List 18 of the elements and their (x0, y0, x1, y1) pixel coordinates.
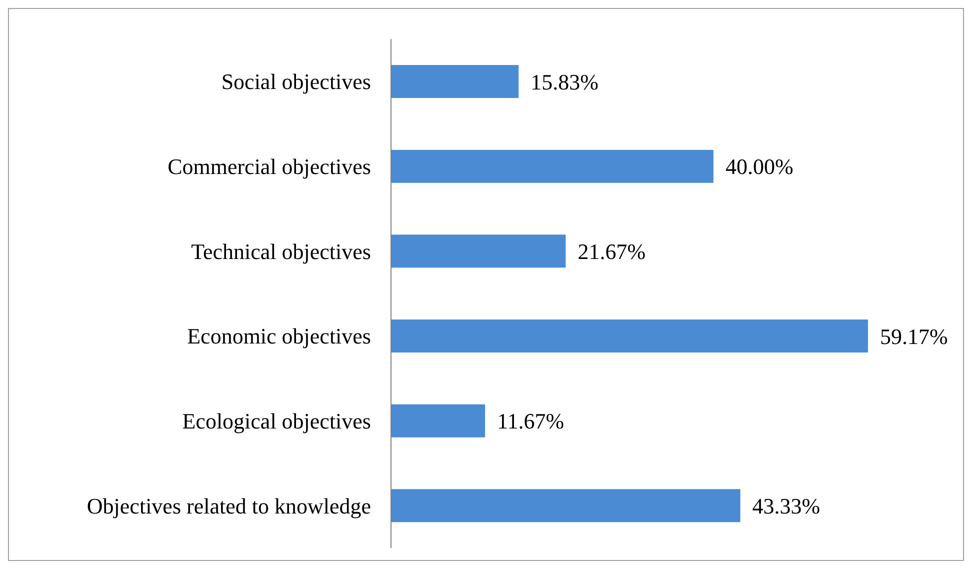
y-tick-label: Objectives related to knowledge (86, 493, 371, 518)
y-tick-label: Ecological objectives (182, 408, 371, 434)
y-tick-label: Technical objectives (191, 238, 371, 264)
data-label: 43.33% (752, 493, 820, 518)
data-label: 59.17% (880, 324, 948, 349)
bar (391, 234, 566, 268)
y-tick-label: Social objectives (221, 69, 371, 94)
bar (391, 404, 486, 438)
bar (391, 489, 740, 522)
bar (391, 320, 868, 352)
data-label: 40.00% (725, 154, 794, 180)
data-label: 21.67% (578, 238, 646, 264)
bar (391, 65, 519, 98)
data-label: 15.83% (530, 69, 598, 94)
y-tick-label: Economic objectives (187, 324, 371, 349)
bar (391, 150, 714, 183)
data-label: 11.67% (497, 408, 564, 434)
y-tick-label: Commercial objectives (168, 154, 371, 180)
